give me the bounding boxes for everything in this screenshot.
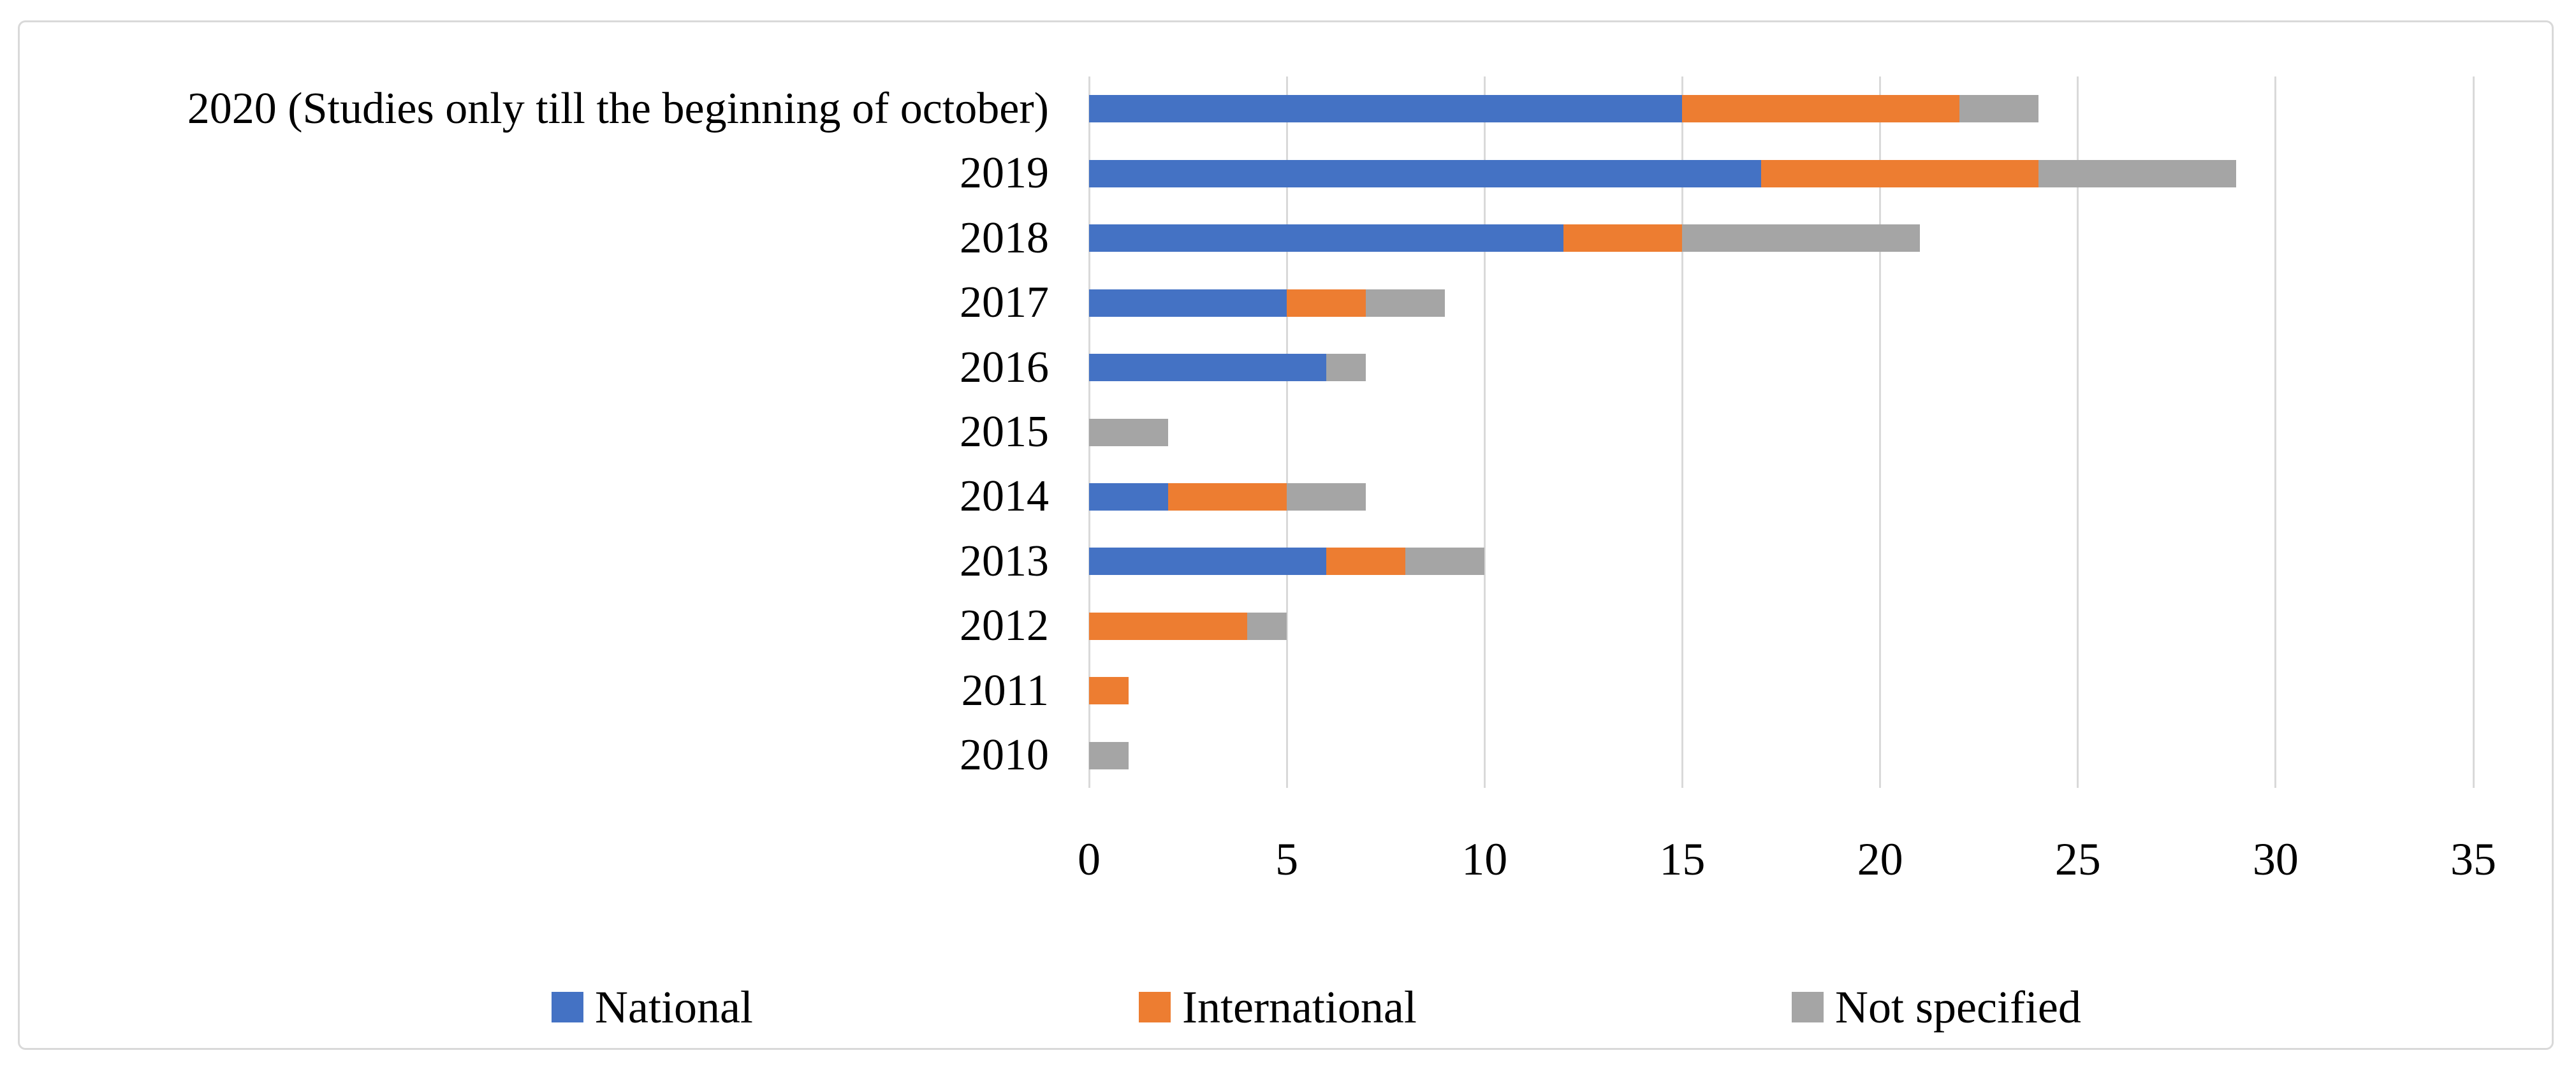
category-label: 2013	[960, 536, 1049, 586]
bar-segment-not-specified	[1326, 354, 1366, 382]
bar-segment-not-specified	[2038, 159, 2236, 187]
legend-item-label: Not specified	[1835, 982, 2081, 1033]
bar-segment-national	[1089, 354, 1327, 382]
category-label: 2017	[960, 278, 1049, 328]
bar-segment-not-specified	[1366, 289, 1445, 317]
legend-item-label: National	[595, 982, 753, 1033]
gridline	[2472, 76, 2475, 788]
category-label: 2019	[960, 149, 1049, 198]
figure-border	[18, 20, 2554, 1050]
x-tick-label: 35	[2450, 834, 2496, 885]
gridline	[2274, 76, 2277, 788]
bar-segment-not-specified	[1247, 612, 1287, 640]
x-tick-label: 5	[1275, 834, 1299, 885]
gridline	[1285, 76, 1288, 788]
bar-segment-international	[1089, 677, 1129, 705]
category-label: 2010	[960, 731, 1049, 780]
bar-segment-national	[1089, 159, 1762, 187]
legend-swatch-international	[1139, 992, 1171, 1022]
category-label: 2020 (Studies only till the beginning of…	[187, 84, 1049, 133]
legend-swatch-not-specified	[1792, 992, 1824, 1022]
x-tick-label: 25	[2054, 834, 2101, 885]
bar-segment-national	[1089, 289, 1287, 317]
legend-item: National	[552, 978, 753, 1036]
legend-item: Not specified	[1792, 978, 2081, 1036]
category-label: 2018	[960, 213, 1049, 263]
bar-segment-international	[1089, 612, 1248, 640]
legend-item-label: International	[1182, 982, 1417, 1033]
gridline	[1879, 76, 1882, 788]
bar-segment-not-specified	[1089, 418, 1169, 446]
x-tick-label: 20	[1857, 834, 1903, 885]
gridline	[1483, 76, 1486, 788]
x-tick-label: 15	[1659, 834, 1706, 885]
bar-segment-not-specified	[1682, 224, 1920, 252]
bar-segment-international	[1563, 224, 1683, 252]
bar-segment-national	[1089, 95, 1683, 123]
bar-segment-not-specified	[1405, 548, 1485, 576]
bar-segment-international	[1168, 483, 1287, 511]
bar-segment-national	[1089, 483, 1169, 511]
category-label: 2011	[961, 665, 1049, 715]
x-tick-label: 10	[1461, 834, 1508, 885]
category-label: 2015	[960, 407, 1049, 456]
legend-item: International	[1139, 978, 1417, 1036]
bar-segment-international	[1326, 548, 1406, 576]
gridline	[2077, 76, 2079, 788]
gridline	[1681, 76, 1683, 788]
legend-swatch-national	[552, 992, 583, 1022]
bar-segment-international	[1682, 95, 1959, 123]
bar-segment-not-specified	[1287, 483, 1366, 511]
category-label: 2016	[960, 342, 1049, 392]
x-tick-label: 0	[1078, 834, 1101, 885]
bar-segment-international	[1287, 289, 1366, 317]
bar-segment-national	[1089, 548, 1327, 576]
x-tick-label: 30	[2252, 834, 2299, 885]
bar-segment-not-specified	[1089, 741, 1129, 769]
category-label: 2014	[960, 472, 1049, 521]
bar-segment-national	[1089, 224, 1564, 252]
category-label: 2012	[960, 601, 1049, 651]
bar-segment-international	[1761, 159, 2038, 187]
bar-segment-not-specified	[1959, 95, 2038, 123]
